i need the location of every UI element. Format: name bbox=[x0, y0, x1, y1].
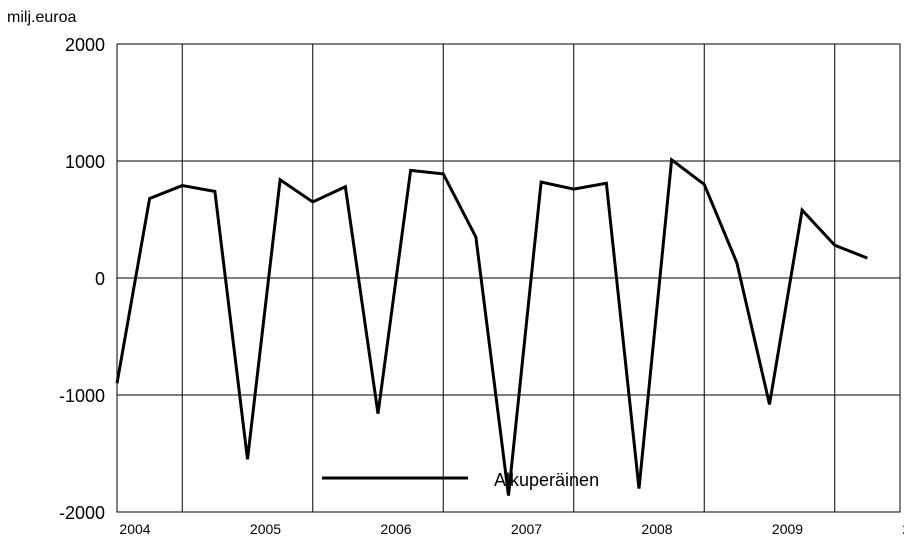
x-tick-label: 2010 bbox=[902, 521, 904, 537]
y-tick-label: 0 bbox=[95, 269, 105, 289]
y-tick-label: -1000 bbox=[59, 386, 105, 406]
x-tick-label: 2007 bbox=[511, 521, 542, 537]
series-line bbox=[115, 157, 868, 496]
y-tick-label: 1000 bbox=[65, 152, 105, 172]
y-tick-label: -2000 bbox=[59, 503, 105, 523]
legend: Alkuperäinen bbox=[322, 470, 599, 490]
legend-label: Alkuperäinen bbox=[494, 470, 599, 490]
series-group bbox=[115, 157, 868, 496]
y-tick-label: 2000 bbox=[65, 35, 105, 55]
x-tick-label: 2009 bbox=[772, 521, 803, 537]
plot-frame bbox=[116, 43, 901, 513]
x-tick-label: 2006 bbox=[380, 521, 411, 537]
x-tick-label: 2005 bbox=[250, 521, 281, 537]
y-axis-label: milj.euroa bbox=[7, 9, 76, 26]
x-tick-label: 2004 bbox=[119, 521, 150, 537]
gridlines bbox=[117, 43, 900, 513]
x-tick-label: 2008 bbox=[641, 521, 672, 537]
y-tick-labels: -2000 -1000 0 1000 2000 bbox=[59, 35, 105, 523]
x-tick-labels: 2004 2005 2006 2007 2008 2009 2010 bbox=[119, 521, 904, 537]
